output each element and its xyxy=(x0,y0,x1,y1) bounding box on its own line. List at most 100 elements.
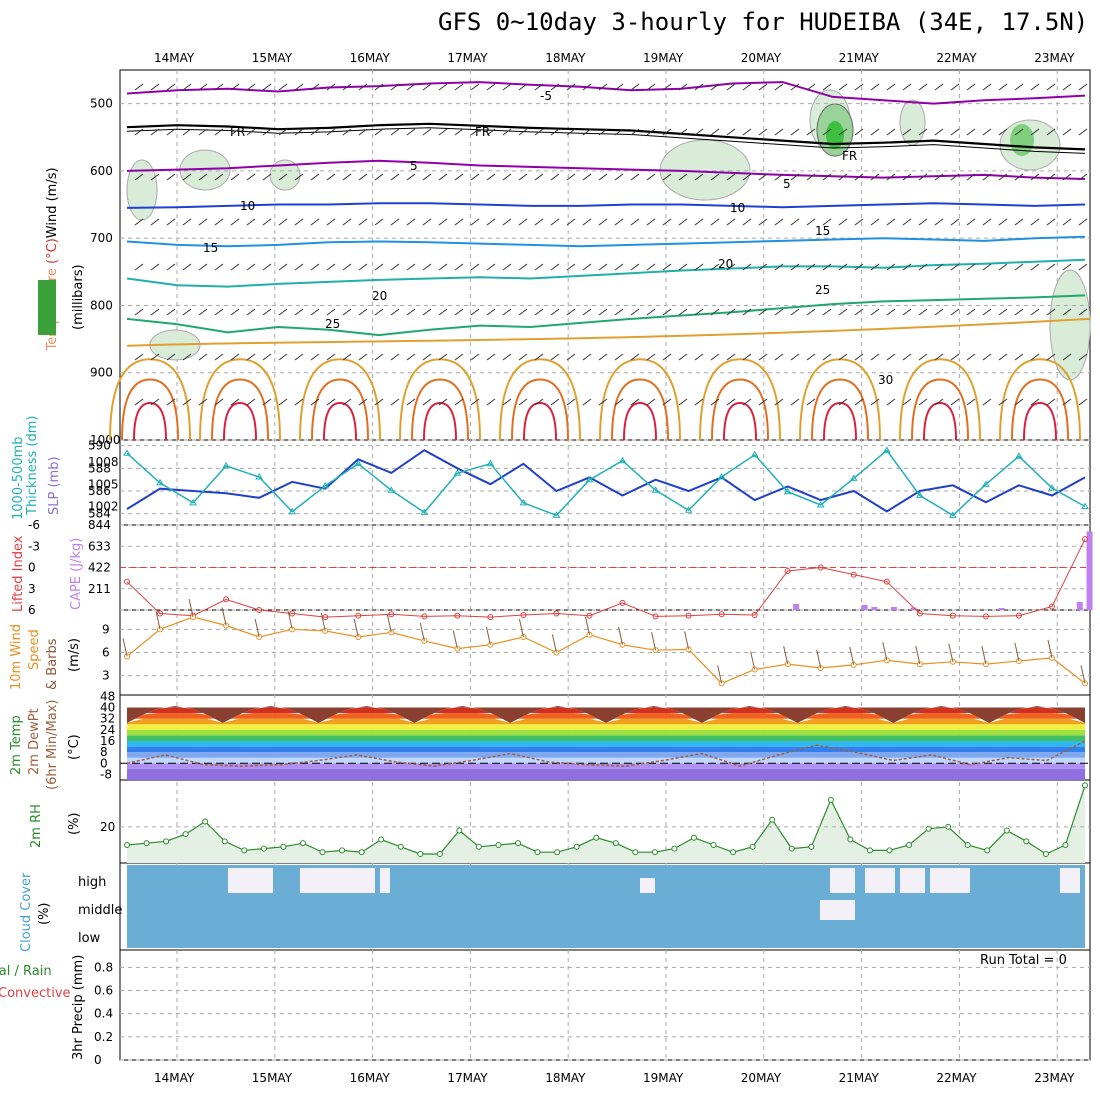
wind-barb xyxy=(390,218,400,226)
precip-tick: 0.6 xyxy=(94,984,113,998)
rh-point xyxy=(886,847,893,854)
wind-barb xyxy=(406,218,416,226)
rh-point xyxy=(573,843,580,850)
wind-barb xyxy=(886,218,896,226)
wind-barb xyxy=(454,128,464,136)
isotherm-40-arch xyxy=(523,401,557,441)
rh-point xyxy=(612,840,619,847)
slp-point xyxy=(717,472,726,480)
lifted-index-point xyxy=(124,578,130,585)
wind-barb xyxy=(1030,263,1040,271)
pressure-tick: 500 xyxy=(90,97,113,111)
wind-barb xyxy=(838,83,848,91)
wind-barb xyxy=(550,353,560,361)
slp-point xyxy=(618,456,627,464)
wind-barb xyxy=(1014,398,1024,406)
wind-barb xyxy=(694,83,704,91)
wind-barb xyxy=(182,263,192,271)
wind-barb xyxy=(294,308,304,316)
isotherm-40-arch xyxy=(1023,401,1057,441)
wind-barb xyxy=(262,263,272,271)
wind-barb xyxy=(214,308,224,316)
rh-shading xyxy=(126,159,158,221)
wind-barb xyxy=(358,83,368,91)
wind-barb xyxy=(166,128,176,136)
slp-point xyxy=(982,480,990,487)
slp-point xyxy=(519,498,528,506)
wind-barb xyxy=(966,83,976,91)
wind-barb xyxy=(1046,83,1056,91)
lifted-index-point xyxy=(289,610,296,617)
wind-barb xyxy=(390,353,400,361)
wind-barb xyxy=(454,263,464,271)
isotherm-line xyxy=(126,159,1086,180)
wind-barb xyxy=(406,173,416,181)
wind-barb xyxy=(390,83,400,91)
wind-barb xyxy=(486,353,496,361)
wind-barb xyxy=(598,398,608,406)
isotherm-label: -5 xyxy=(540,89,552,103)
isotherm-label: 20 xyxy=(372,289,387,303)
cape-bar xyxy=(793,603,800,610)
slp-point xyxy=(387,486,396,493)
wind-barb xyxy=(774,173,784,181)
wind-barb xyxy=(598,263,608,271)
wind-barb xyxy=(822,353,832,361)
lifted-index-point xyxy=(883,578,890,585)
isotherm-label: 15 xyxy=(203,241,218,255)
wind-barb xyxy=(694,173,704,181)
wind-barb xyxy=(198,173,208,181)
lifted-index-tick: 0 xyxy=(28,561,36,575)
rh-point xyxy=(1003,827,1010,834)
wind-barb xyxy=(982,263,992,271)
wind-barb xyxy=(550,173,560,181)
rh-point xyxy=(866,847,873,854)
wind-barb xyxy=(998,398,1008,406)
wind-barb xyxy=(262,173,272,181)
wind-barb xyxy=(310,218,320,226)
precip-tick: 0.4 xyxy=(94,1007,113,1021)
wind-barb xyxy=(934,83,944,91)
wind-barb xyxy=(1030,128,1040,136)
wind-barb xyxy=(582,263,592,271)
wind-barb-surface xyxy=(221,607,227,626)
wind-barb xyxy=(294,83,304,91)
wind-barb xyxy=(614,173,624,181)
rh-point xyxy=(221,838,228,845)
wind-barb xyxy=(406,128,416,136)
wind-barb xyxy=(886,353,896,361)
wind-barb xyxy=(806,218,816,226)
rh-shading-max xyxy=(826,121,844,149)
wind-barb xyxy=(806,398,816,406)
wind-barb xyxy=(230,398,240,406)
cape-bar xyxy=(871,606,878,610)
cloud-row-label: high xyxy=(78,875,106,890)
cape-tick: 633 xyxy=(88,539,111,553)
slp-point xyxy=(552,511,561,518)
wind-barb xyxy=(470,128,480,136)
wind-barb-surface xyxy=(518,618,524,638)
wind-speed-line xyxy=(126,616,1086,685)
wind-barb xyxy=(902,353,912,361)
wind-barb xyxy=(582,83,592,91)
wind-barb xyxy=(710,398,720,406)
wind-barb xyxy=(902,218,912,226)
slp-point xyxy=(321,481,330,489)
wind-barb xyxy=(1014,128,1024,136)
isotherm-40-arch xyxy=(423,401,457,441)
temperature-band xyxy=(127,718,1085,725)
wind-barb xyxy=(662,398,672,406)
wind-barb xyxy=(534,263,544,271)
wind-barb xyxy=(470,263,480,271)
wind-barb xyxy=(582,353,592,361)
wind-barb xyxy=(774,128,784,136)
wind-barb-surface xyxy=(551,634,557,653)
rh-point xyxy=(984,847,991,854)
wind-barb xyxy=(758,308,768,316)
run-total-label: Run Total = 0 xyxy=(980,953,1067,968)
wind-barb xyxy=(790,128,800,136)
wind-barb xyxy=(982,353,992,361)
wind-barb xyxy=(502,398,512,406)
wind-barb xyxy=(230,218,240,226)
wind-barb xyxy=(582,128,592,136)
